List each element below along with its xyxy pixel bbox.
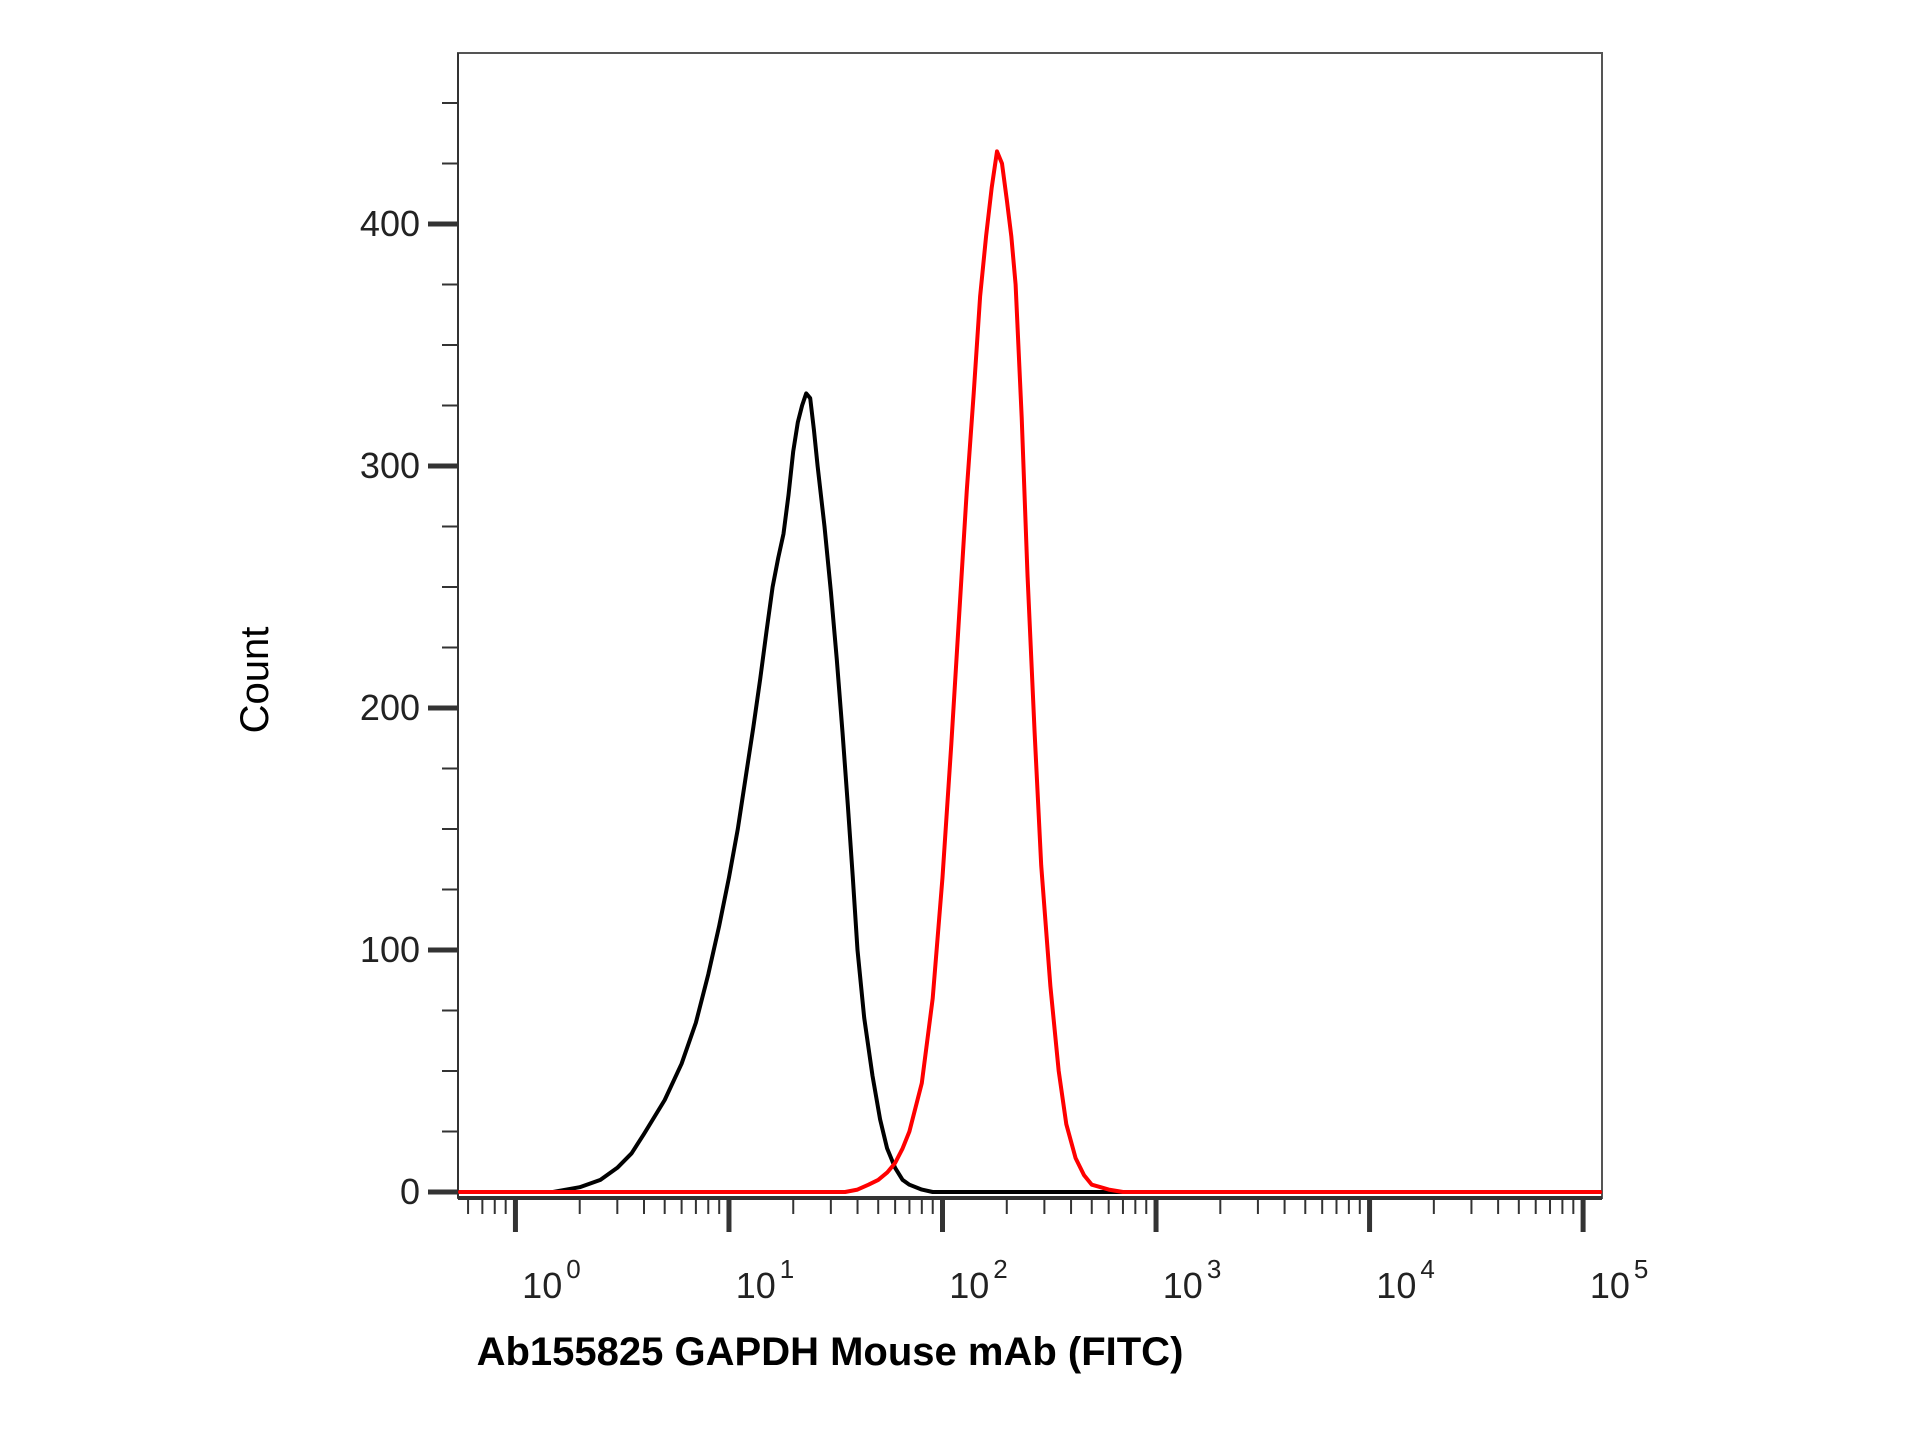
x-axis: 10 0 10 1 10 2 10 3 10 4 10 5	[458, 1196, 1649, 1306]
y-tick-label: 100	[360, 929, 420, 970]
histogram-series-red	[458, 149, 1602, 1194]
histogram-series-black	[458, 391, 1602, 1194]
x-axis-title: Ab155825 GAPDH Mouse mAb (FITC)	[477, 1330, 1184, 1374]
x-tick-label: 10 3	[1163, 1254, 1222, 1306]
series-layer	[458, 149, 1602, 1194]
x-tick-label: 10 4	[1376, 1254, 1435, 1306]
y-tick-label: 0	[400, 1171, 420, 1212]
y-tick-label: 200	[360, 687, 420, 728]
x-tick-label: 10 2	[949, 1254, 1008, 1306]
y-tick-label: 400	[360, 203, 420, 244]
y-axis: 0 100 200 300 400	[360, 53, 459, 1212]
x-tick-label: 10 1	[736, 1254, 795, 1306]
x-tick-label: 10 0	[522, 1254, 581, 1306]
x-tick-label: 10 5	[1590, 1254, 1649, 1306]
y-tick-label: 300	[360, 445, 420, 486]
y-axis-title: Count	[233, 627, 277, 734]
